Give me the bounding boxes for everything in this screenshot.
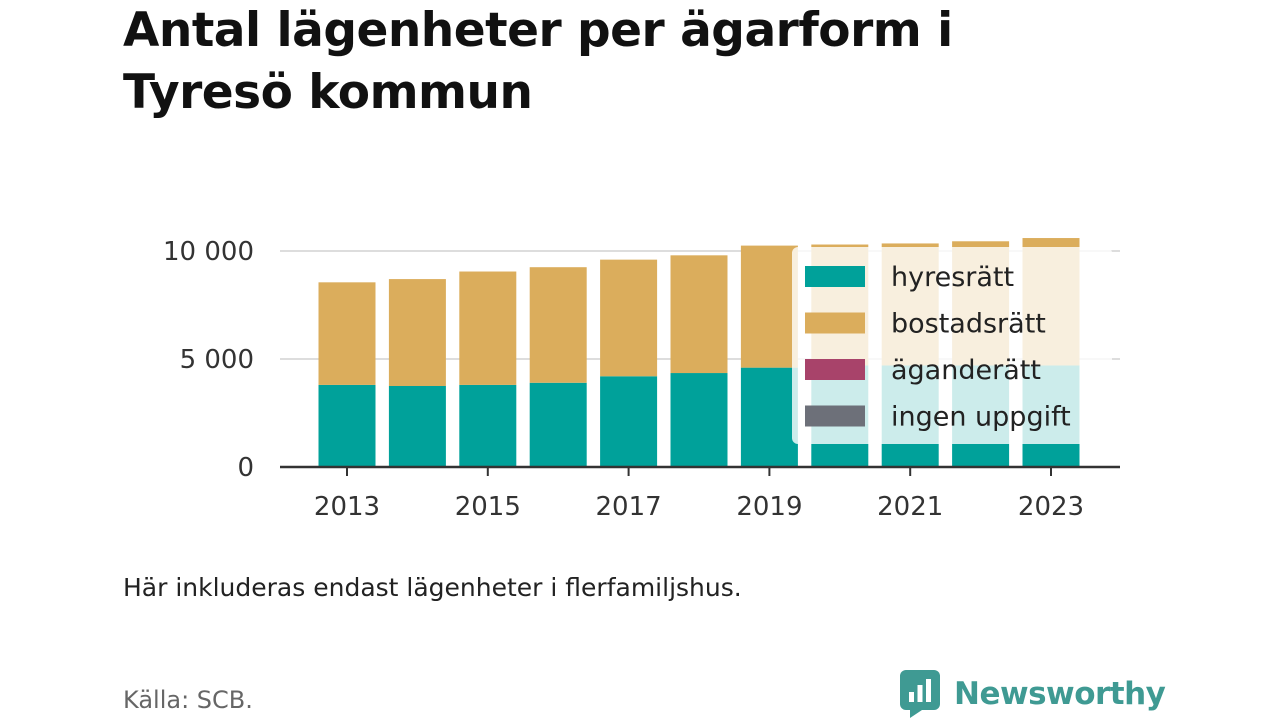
brand-logo: Newsworthy (900, 670, 1166, 718)
x-tick-label: 2015 (455, 492, 521, 522)
bar-segment (459, 271, 517, 385)
legend-swatch (805, 405, 865, 427)
y-tick-label: 5 000 (180, 345, 254, 375)
bar-segment (529, 267, 587, 383)
bar-segment (318, 282, 376, 385)
chart-note: Här inkluderas endast lägenheter i flerf… (123, 573, 742, 602)
chart-title: Antal lägenheter per ägarform i Tyresö k… (123, 3, 953, 120)
legend-swatch (805, 266, 865, 287)
bar-segment (388, 386, 446, 467)
legend-label: bostadsrätt (891, 309, 1046, 340)
y-tick-label: 0 (237, 453, 254, 483)
y-tick-label: 10 000 (163, 237, 254, 267)
bar-segment (740, 367, 798, 467)
x-tick-label: 2013 (314, 492, 380, 522)
x-tick-label: 2017 (596, 492, 662, 522)
brand-name: Newsworthy (954, 676, 1166, 712)
bar-segment (670, 255, 728, 374)
legend: hyresrätt bostadsrätt äganderätt ingen uppg… (792, 247, 1112, 444)
bar-segment (670, 373, 728, 467)
bar-segment (459, 384, 517, 467)
axes: 0 5 000 10 000 2013 2015 2017 2019 2021 2023 (163, 237, 1120, 522)
x-tick-label: 2019 (736, 492, 802, 522)
x-tick-label: 2021 (877, 492, 943, 522)
newsworthy-logo-icon (900, 670, 940, 718)
bar-segment (318, 384, 376, 467)
bar-segment (740, 245, 798, 368)
source-text: Källa: SCB. (123, 686, 253, 714)
bar-segment (600, 376, 658, 467)
bar-segment (600, 259, 658, 377)
legend-label: hyresrätt (891, 262, 1014, 293)
legend-box (792, 247, 1112, 444)
legend-swatch (805, 359, 865, 380)
bar-segment (388, 279, 446, 386)
legend-label: ingen uppgift (891, 402, 1071, 433)
bar-segment (529, 382, 587, 467)
legend-swatch (805, 312, 865, 334)
legend-label: äganderätt (891, 355, 1041, 386)
x-tick-label: 2023 (1018, 492, 1084, 522)
